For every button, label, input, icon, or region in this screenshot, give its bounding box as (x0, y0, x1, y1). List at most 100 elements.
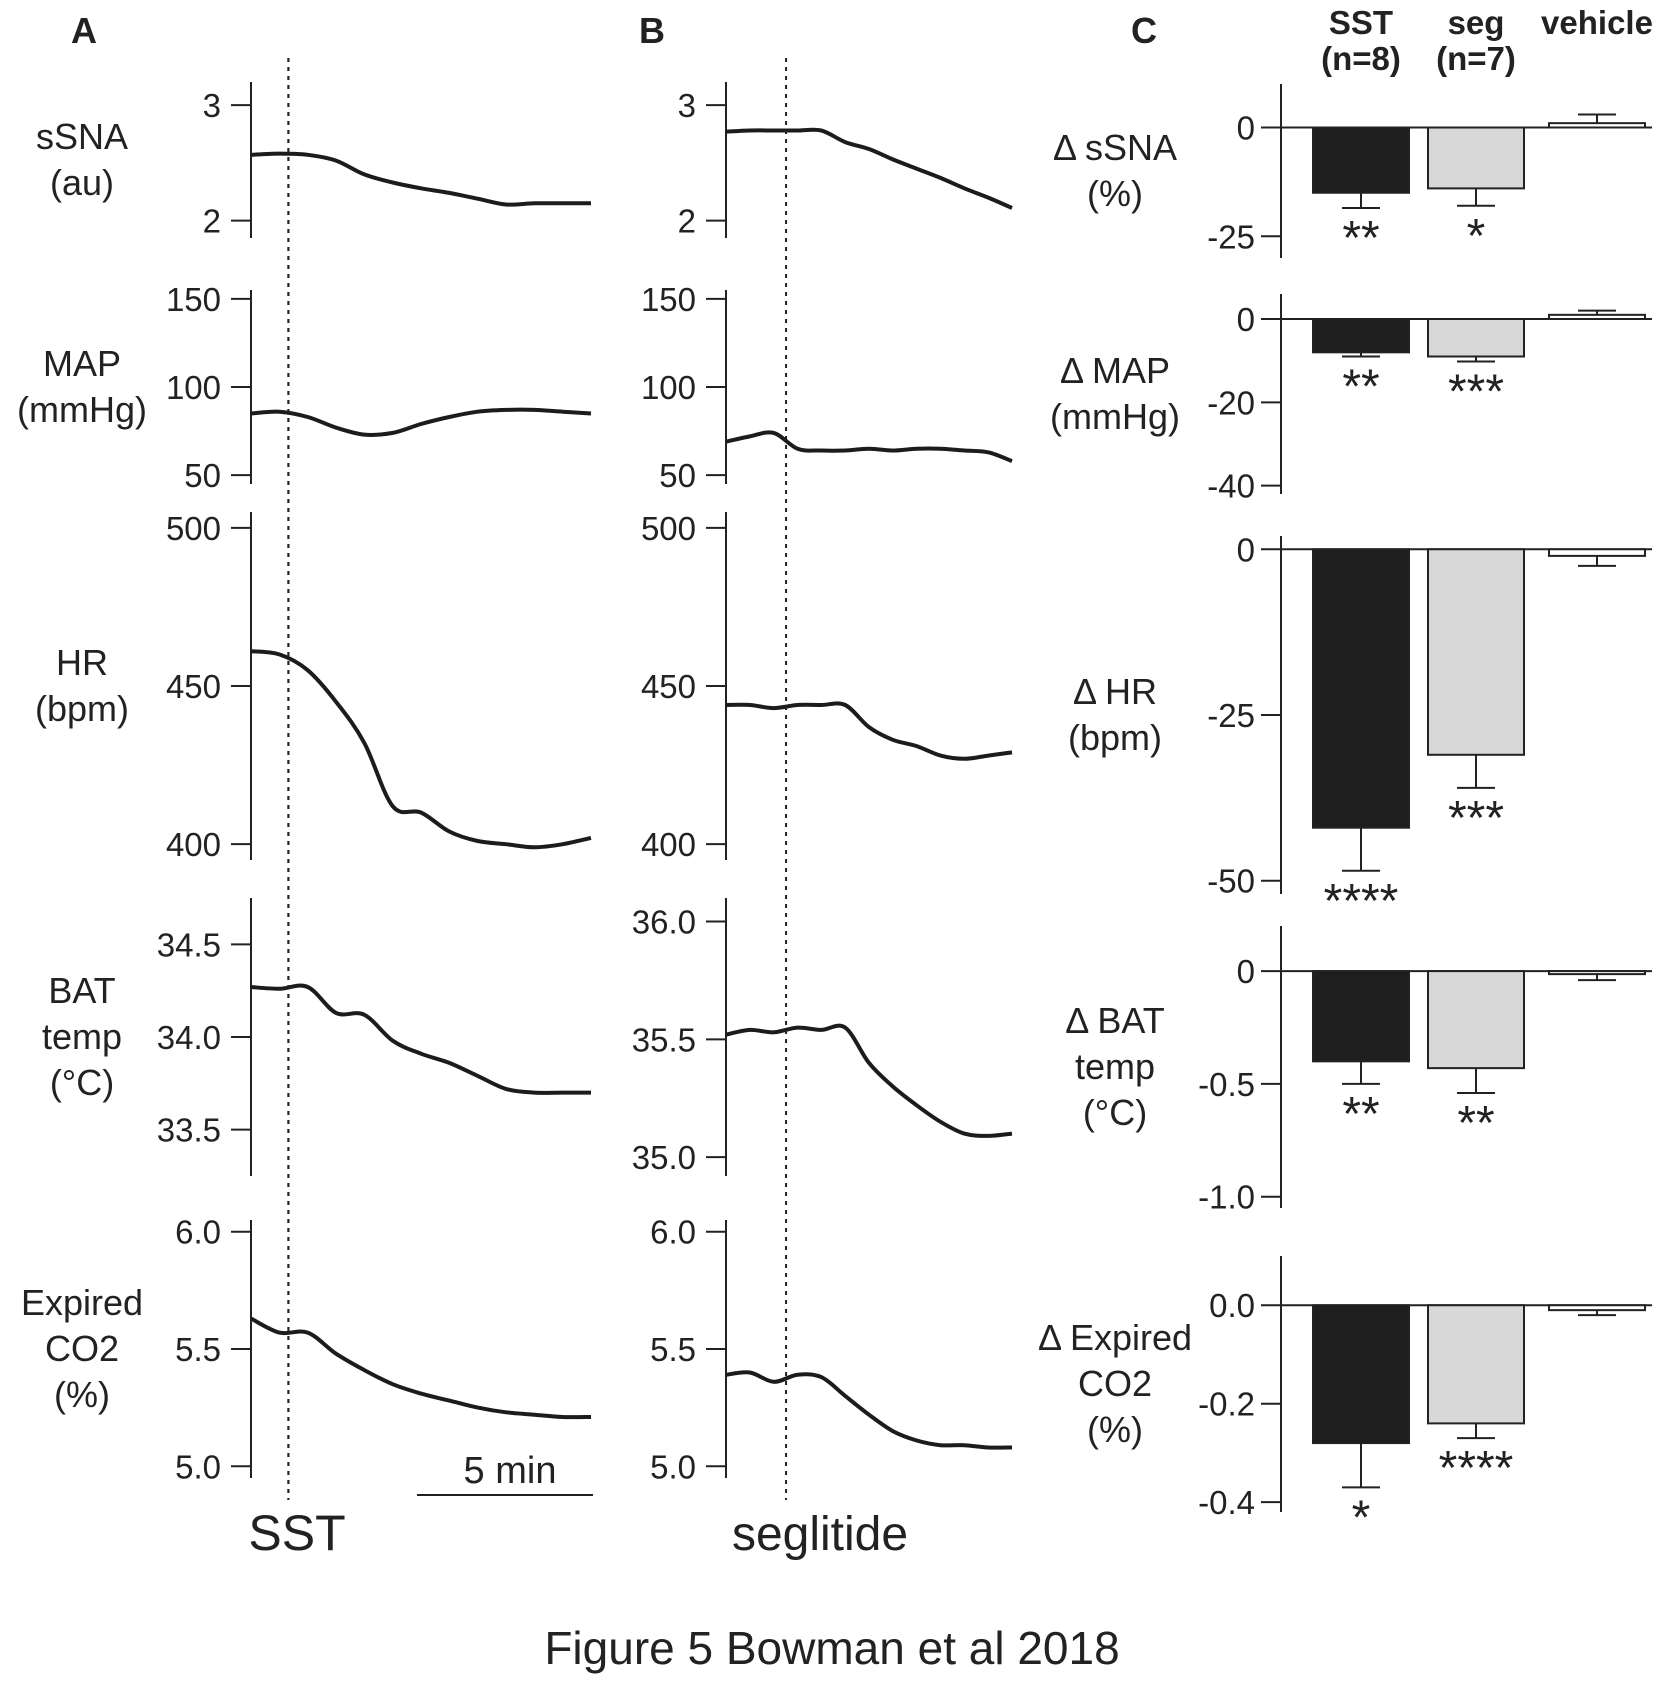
category-header: vehicle (1541, 4, 1653, 41)
bar-seg (1427, 126, 1525, 190)
bar-panel-label: (mmHg) (1050, 396, 1180, 437)
bar-seg (1427, 318, 1525, 358)
row-label: temp (42, 1016, 122, 1057)
tick-label: 100 (641, 369, 696, 406)
row-label: HR (56, 642, 108, 683)
bar-panel-label: Δ MAP (1060, 350, 1170, 391)
bar-tick-label: -1.0 (1198, 1179, 1255, 1216)
category-header: (n=8) (1321, 40, 1401, 77)
scale-bar-label: 5 min (464, 1450, 557, 1492)
tick-label: 36.0 (632, 904, 696, 941)
bar-tick-label: -25 (1207, 697, 1255, 734)
bar-panel-label: Δ sSNA (1053, 127, 1177, 168)
bar-tick-label: -20 (1207, 384, 1255, 421)
bar-tick-label: 0 (1237, 531, 1255, 568)
tick-label: 35.5 (632, 1021, 696, 1058)
tick-label: 450 (641, 668, 696, 705)
bar-seg (1427, 970, 1525, 1070)
bar-tick-label: 0 (1237, 953, 1255, 990)
bar-panel-label: temp (1075, 1046, 1155, 1087)
bar-sst (1312, 970, 1410, 1063)
row-label: (mmHg) (17, 389, 147, 430)
bar-sst (1312, 548, 1410, 829)
bar-tick-label: 0.0 (1209, 1287, 1255, 1324)
row-label: CO2 (45, 1328, 119, 1369)
significance-stars: * (1467, 210, 1486, 263)
bar-tick-label: -25 (1207, 218, 1255, 255)
trace-line-a-1 (250, 407, 592, 437)
row-label: sSNA (36, 116, 128, 157)
tick-label: 50 (184, 457, 221, 494)
bar-vehicle (1548, 122, 1646, 129)
bar-tick-label: -0.5 (1198, 1066, 1255, 1103)
tick-label: 500 (641, 510, 696, 547)
tick-label: 34.0 (157, 1019, 221, 1056)
tick-label: 2 (203, 203, 221, 240)
significance-stars: ** (1457, 1097, 1494, 1150)
row-label: Expired (21, 1282, 143, 1323)
bar-vehicle (1548, 1304, 1646, 1312)
category-header: seg (1448, 4, 1505, 41)
row-label: (bpm) (35, 688, 129, 729)
significance-stars: ** (1342, 361, 1379, 414)
bar-panel-label: CO2 (1078, 1363, 1152, 1404)
trace-line-b-2 (725, 701, 1013, 761)
bar-sst (1312, 318, 1410, 354)
bar-panel-label: Δ BAT (1065, 1000, 1164, 1041)
trace-line-a-3 (250, 983, 591, 1095)
significance-stars: *** (1448, 792, 1504, 845)
tick-label: 500 (166, 510, 221, 547)
trace-line-b-4 (725, 1370, 1013, 1450)
panel-label-a: A (71, 10, 97, 51)
tick-label: 33.5 (157, 1112, 221, 1149)
tick-label: 5.0 (650, 1448, 696, 1485)
bar-tick-label: 0 (1237, 301, 1255, 338)
bar-vehicle (1548, 313, 1646, 321)
significance-stars: *** (1448, 366, 1504, 419)
tick-label: 6.0 (175, 1214, 221, 1251)
bar-panel-label: (%) (1087, 1409, 1143, 1450)
significance-stars: ** (1342, 1088, 1379, 1141)
tick-label: 35.0 (632, 1139, 696, 1176)
tick-label: 5.0 (175, 1448, 221, 1485)
trace-line-b-1 (725, 430, 1013, 463)
tick-label: 50 (659, 457, 696, 494)
row-label: (%) (54, 1374, 110, 1415)
bar-panel-label: (bpm) (1068, 717, 1162, 758)
tick-label: 34.5 (157, 926, 221, 963)
significance-stars: ** (1342, 212, 1379, 265)
tick-label: 6.0 (650, 1214, 696, 1251)
panel-label-c: C (1131, 10, 1157, 51)
tick-label: 150 (166, 281, 221, 318)
bar-panel-label: Δ HR (1073, 671, 1157, 712)
bar-tick-label: -0.2 (1198, 1386, 1255, 1423)
bar-tick-label: 0 (1237, 110, 1255, 147)
tick-label: 100 (166, 369, 221, 406)
bar-panel-label: Δ Expired (1038, 1317, 1192, 1358)
bar-sst (1312, 1304, 1410, 1445)
trace-line-a-2 (250, 649, 592, 850)
row-label: (°C) (50, 1062, 114, 1103)
tick-label: 5.5 (175, 1331, 221, 1368)
tick-label: 400 (166, 826, 221, 863)
bar-panel-label: (%) (1087, 173, 1143, 214)
significance-stars: * (1352, 1491, 1371, 1544)
tick-label: 450 (166, 668, 221, 705)
bar-sst (1312, 126, 1410, 194)
bar-seg (1427, 1304, 1525, 1425)
bar-tick-label: -40 (1207, 468, 1255, 505)
significance-stars: **** (1439, 1442, 1514, 1495)
bar-tick-label: -50 (1207, 863, 1255, 900)
panel-label-b: B (639, 10, 665, 51)
trace-line-b-3 (725, 1023, 1013, 1138)
tick-label: 150 (641, 281, 696, 318)
tick-label: 3 (678, 87, 696, 124)
row-label: BAT (48, 970, 115, 1011)
trace-line-a-0 (250, 151, 592, 207)
tick-label: 400 (641, 826, 696, 863)
tick-label: 3 (203, 87, 221, 124)
bar-tick-label: -0.4 (1198, 1484, 1255, 1521)
bar-seg (1427, 548, 1525, 756)
